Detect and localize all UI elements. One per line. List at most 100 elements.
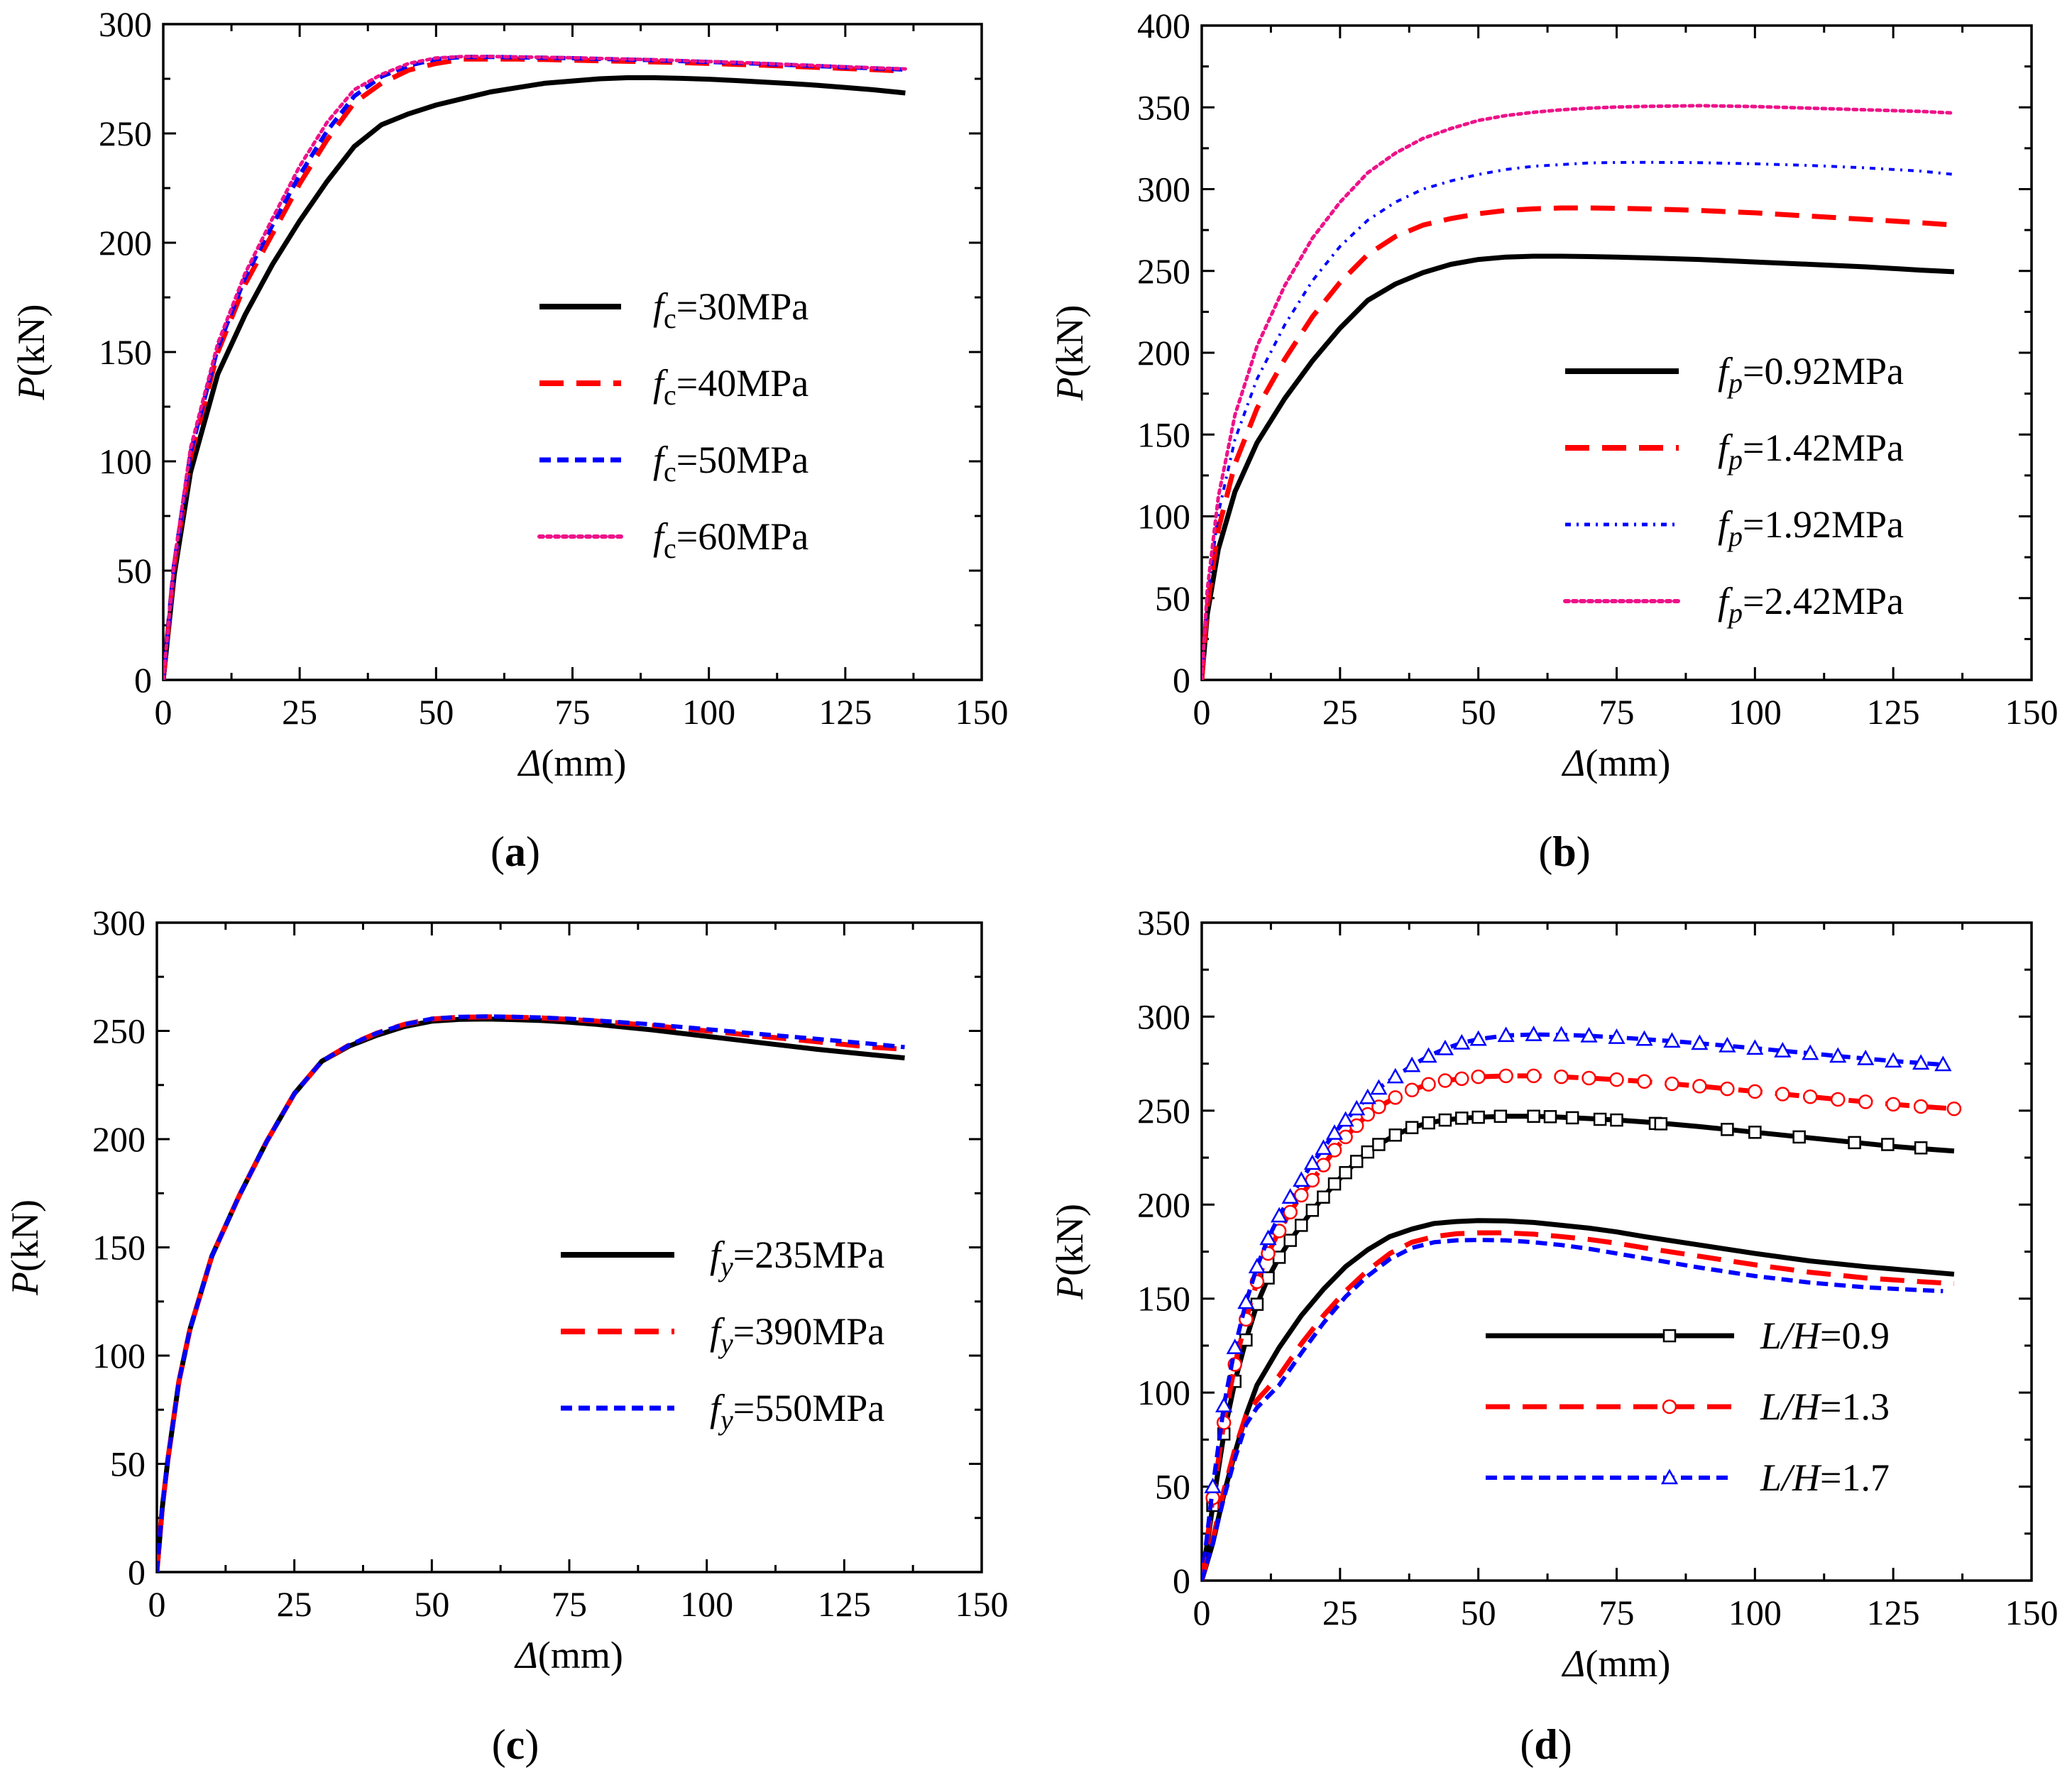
data-point-triangle <box>1325 1124 1344 1140</box>
y-axis-label: P(kN) <box>1048 305 1091 402</box>
data-point-circle <box>1913 1099 1929 1114</box>
y-tick-label: 350 <box>1137 87 1190 127</box>
data-point-triangle <box>1420 1047 1437 1063</box>
legend-var: L/H <box>1760 1385 1822 1428</box>
data-point-square <box>1361 1145 1375 1159</box>
legend-subscript: c <box>664 379 676 411</box>
data-point-triangle <box>1386 1067 1404 1084</box>
plot-area <box>1202 1026 1962 1581</box>
data-point-triangle <box>1497 1026 1515 1043</box>
data-point-circle <box>1858 1094 1873 1109</box>
y-tick-label: 250 <box>92 1011 146 1051</box>
series-line-2 <box>1202 205 1955 680</box>
x-tick-label: 125 <box>1867 692 1920 732</box>
legend-rest: =50MPa <box>676 439 809 481</box>
legend-rest: =1.7 <box>1820 1456 1890 1499</box>
data-point-triangle <box>1525 1026 1542 1041</box>
panel-b: 0 25 50 75 100 125 150 0 50 100 150 200 250 300 350 400… <box>1048 6 2059 875</box>
data-point-triangle <box>1453 1033 1471 1050</box>
data-point-circle <box>1775 1087 1790 1102</box>
data-point-circle <box>1830 1092 1846 1107</box>
data-point-square <box>1881 1138 1895 1151</box>
x-tick-label: 100 <box>1728 1593 1782 1632</box>
x-tick-label: 0 <box>148 1584 166 1624</box>
data-point-triangle <box>1885 1052 1902 1068</box>
x-tick-label: 75 <box>552 1584 587 1624</box>
plot-area <box>1202 104 1956 680</box>
x-tick-label: 0 <box>1193 692 1211 732</box>
x-tick-label: 25 <box>1322 692 1358 732</box>
data-point-triangle <box>1934 1055 1952 1072</box>
caption-letter: a <box>505 828 526 875</box>
data-point-square <box>1305 1203 1320 1217</box>
data-point-square <box>1339 1166 1352 1180</box>
legend: fc=30MPa fc=40MPa fc=50MPa fc=60MPa <box>537 285 809 564</box>
y-tick-label: 150 <box>99 332 152 372</box>
series-line-1 <box>1202 253 1955 680</box>
legend-label: L/H=0.9 <box>1760 1314 1890 1357</box>
data-point-triangle <box>1746 1039 1764 1055</box>
data-point-square <box>1848 1136 1861 1150</box>
y-tick-label: 50 <box>110 1444 146 1484</box>
legend-label: L/H=1.7 <box>1760 1456 1890 1499</box>
caption-close: ) <box>1577 828 1591 875</box>
x-axis-symbol: Δ <box>1562 742 1586 784</box>
legend-rest: =390MPa <box>733 1310 885 1353</box>
data-point-square <box>1388 1128 1403 1142</box>
data-point-square <box>1527 1109 1540 1124</box>
data-point-triangle <box>1469 1030 1487 1046</box>
data-point-circle <box>1582 1070 1596 1086</box>
legend-rest: =550MPa <box>733 1387 885 1429</box>
y-tick-label: 0 <box>134 660 152 700</box>
data-point-circle <box>1637 1074 1652 1089</box>
panel-c: 0 25 50 75 100 125 150 0 50 100 150 200 250 300 Δ(mm) P… <box>4 903 1009 1768</box>
data-point-square <box>1543 1110 1557 1124</box>
y-tick-label: 150 <box>92 1228 146 1268</box>
y-axis-label: P(kN) <box>4 1199 46 1296</box>
data-point-triangle <box>1359 1088 1376 1104</box>
y-axis-unit: (kN) <box>10 304 53 377</box>
data-point-circle <box>1748 1084 1763 1099</box>
data-point-circle <box>1498 1068 1513 1084</box>
y-tick-label: 400 <box>1137 6 1190 45</box>
legend-label: fy=390MPa <box>710 1310 884 1359</box>
data-point-square <box>1295 1219 1308 1232</box>
data-point-circle <box>1471 1069 1486 1084</box>
data-point-circle <box>1803 1089 1818 1104</box>
caption-close: ) <box>526 828 540 875</box>
data-point-square <box>1610 1113 1623 1127</box>
legend-subscript: y <box>718 1327 733 1359</box>
y-tick-label: 100 <box>92 1336 146 1375</box>
data-point-square <box>1792 1130 1806 1144</box>
legend-rest: =40MPa <box>676 362 809 405</box>
y-tick-label: 0 <box>128 1552 146 1592</box>
y-tick-label: 50 <box>116 551 152 591</box>
caption-open: ( <box>490 828 505 875</box>
data-point-circle <box>1946 1101 1962 1116</box>
series-line-2 <box>157 1014 905 1572</box>
legend-rest: =0.92MPa <box>1743 350 1904 392</box>
x-axis-symbol: Δ <box>514 1634 538 1676</box>
data-point-circle <box>1609 1072 1624 1087</box>
data-point-triangle <box>1774 1042 1792 1058</box>
y-axis-symbol: P <box>1048 377 1091 401</box>
plot-frame <box>162 23 983 681</box>
legend-subscript: p <box>1726 367 1743 399</box>
x-tick-label: 75 <box>555 692 591 732</box>
x-tick-label: 125 <box>818 692 872 732</box>
y-tick-label: 50 <box>1155 578 1190 618</box>
series-line-4 <box>1202 104 1956 680</box>
y-tick-label: 250 <box>99 114 152 153</box>
x-tick-label: 50 <box>414 1584 449 1624</box>
x-tick-label: 50 <box>418 692 454 732</box>
data-point-square <box>1349 1155 1364 1168</box>
data-point-triangle <box>1348 1099 1366 1116</box>
y-axis-unit: (kN) <box>1048 1204 1091 1276</box>
x-axis-unit: (mm) <box>1585 742 1670 784</box>
data-point-square <box>1327 1177 1342 1191</box>
legend-rest: =2.42MPa <box>1743 580 1904 622</box>
plot-frame <box>1200 24 2033 681</box>
x-tick-label: 25 <box>282 692 317 732</box>
data-point-triangle <box>1337 1111 1354 1127</box>
y-axis-symbol: P <box>4 1272 46 1296</box>
